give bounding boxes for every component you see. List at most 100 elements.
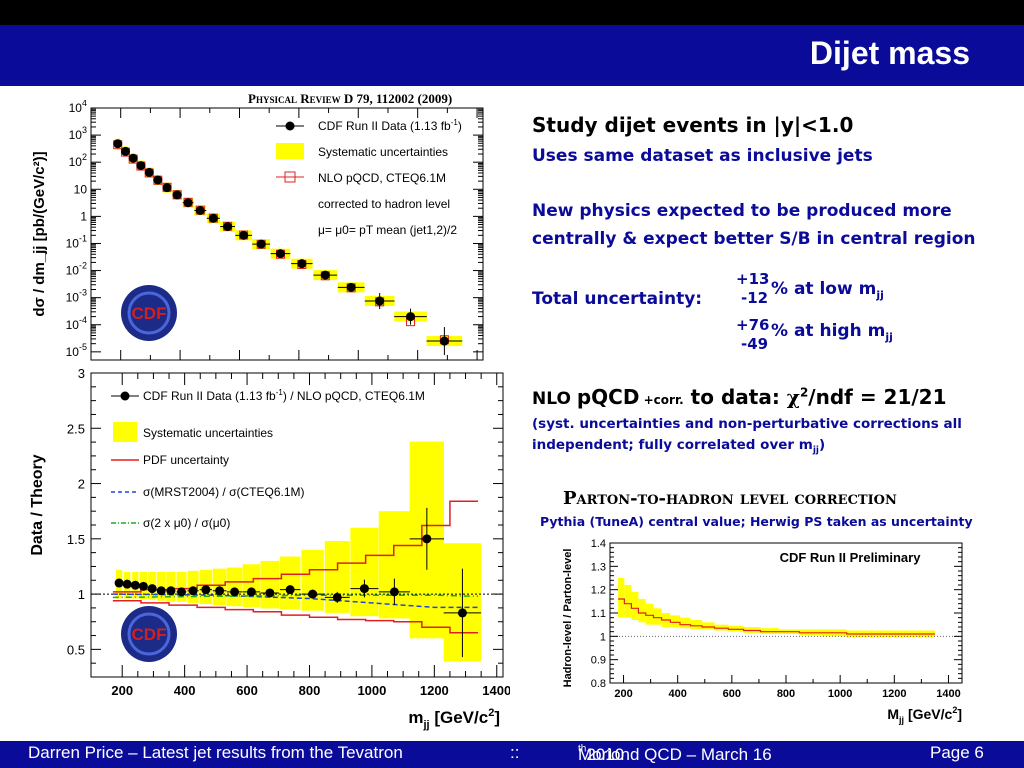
correction-band [618, 578, 625, 618]
y-tick-label: 2 [78, 477, 85, 492]
syst-band [260, 560, 280, 609]
data-point [138, 581, 148, 591]
data-point [162, 183, 172, 193]
syst-note-line2: independent; fully correlated over mjj) [532, 437, 826, 456]
legend-marker-data [285, 121, 295, 131]
cdf-logo: CDF [121, 606, 177, 662]
x-tick-label: 1200 [882, 688, 906, 700]
logo-ring [127, 291, 171, 335]
low-mass-uncertainty: % at low mjj [771, 279, 884, 302]
data-point [375, 296, 385, 306]
y-tick-label: 1.4 [591, 538, 606, 550]
y-tick-label: 10-5 [66, 342, 87, 359]
new-physics-line1: New physics expected to be produced more [532, 201, 952, 221]
x-tick-label: 600 [723, 688, 741, 700]
legend-scale-label: σ(2 x μ0) / σ(μ0) [143, 516, 230, 530]
syst-band [279, 556, 301, 610]
total-uncertainty-label: Total uncertainty: [532, 289, 703, 309]
y-tick-label: 10-1 [66, 233, 87, 250]
pdf-uncertainty-lower [112, 599, 479, 634]
data-point [246, 587, 256, 597]
correction-subtitle: Pythia (TuneA) central value; Herwig PS … [540, 514, 973, 529]
legend-data-label: CDF Run II Data (1.13 fb-1) / NLO pQCD, … [143, 388, 425, 403]
syst-note-line1: (syst. uncertainties and non-perturbativ… [532, 416, 962, 432]
correction-band [638, 599, 646, 623]
title-bar: Dijet mass [0, 25, 1024, 86]
correction-title: Parton-to-hadron level correction [563, 488, 897, 509]
journal-reference: Physical Review D 79, 112002 (2009) [248, 91, 453, 106]
syst-band [176, 571, 187, 602]
correction-band [631, 592, 639, 620]
data-point [215, 586, 225, 596]
x-axis-label: Mjj [GeV/c2] [887, 705, 962, 725]
data-point [156, 586, 166, 596]
data-point [359, 584, 369, 594]
y-axis-label: Data / Theory [29, 454, 46, 555]
x-tick-label: 200 [614, 688, 632, 700]
x-tick-label: 800 [777, 688, 795, 700]
legend-nlo-label: NLO pQCD, CTEQ6.1M [318, 171, 446, 185]
data-point [406, 312, 416, 322]
data-point [188, 586, 198, 596]
legend-syst-label: Systematic uncertainties [318, 145, 448, 159]
data-point [120, 146, 130, 156]
y-tick-label: 1 [600, 631, 606, 643]
x-tick-label: 400 [174, 683, 196, 698]
syst-band [226, 567, 243, 607]
cdf-logo: CDF [121, 285, 177, 341]
data-point [177, 587, 187, 597]
data-point [256, 239, 266, 249]
y-tick-label: 10-2 [66, 261, 87, 278]
data-point [208, 213, 218, 223]
cross-section-plot: 10-5 10-4 10-3 10-2 10-1 1 10 102 103 104 dσ / dm_… [31, 100, 484, 361]
high-minus: -49 [741, 335, 769, 353]
data-point [172, 190, 182, 200]
data-point [195, 205, 205, 215]
legend-mrst-label: σ(MRST2004) / σ(CTEQ6.1M) [143, 485, 305, 499]
data-point [201, 585, 211, 595]
chart-title: CDF Run II Preliminary [780, 550, 922, 565]
data-point [122, 579, 132, 589]
y-tick-label: 3 [78, 366, 85, 381]
logo-ring [127, 612, 171, 656]
x-axis-label: mjj [GeV/c2] [408, 707, 500, 731]
data-point [223, 222, 233, 232]
y-tick-label: 10 [74, 182, 88, 196]
data-point [332, 592, 342, 602]
low-minus: -12 [741, 289, 769, 307]
x-tick-label: 600 [236, 683, 258, 698]
x-tick-label: 1400 [936, 688, 960, 700]
y-tick-label: 1.1 [591, 608, 606, 620]
correction-band [653, 608, 662, 625]
y-tick-label: 1.5 [67, 532, 85, 547]
y-tick-label: 102 [69, 152, 87, 169]
y-tick-label: 104 [69, 100, 87, 115]
data-point [230, 587, 240, 597]
x-tick-label: 1000 [357, 683, 386, 698]
legend-syst-label: Systematic uncertainties [143, 426, 273, 440]
y-tick-label: 0.5 [67, 642, 85, 657]
top-strip [0, 0, 1024, 25]
data-point [239, 230, 249, 240]
legend-pdf-label: PDF uncertainty [143, 453, 229, 467]
data-point [275, 249, 285, 259]
y-tick-label: 2.5 [67, 421, 85, 436]
data-point [128, 153, 138, 163]
y-axis-label: dσ / dm_jj [pb/(GeV/c²)] [31, 151, 48, 316]
legend-data-label: CDF Run II Data (1.13 fb-1) [318, 118, 462, 133]
correction-central-line [618, 598, 935, 635]
logo-text: CDF [132, 625, 167, 644]
data-point [422, 534, 432, 544]
footer: Darren Price – Latest jet results from t… [0, 741, 1024, 768]
data-point [346, 282, 356, 292]
data-theory-ratio-plot: 0.5 1 1.5 2 2.5 3 200 400 600 800 1000 1200 1400 Data… [29, 366, 510, 731]
correction-band [624, 585, 632, 618]
data-point [320, 270, 330, 280]
data-point [183, 198, 193, 208]
correction-band [645, 603, 654, 625]
y-tick-label: 10-3 [66, 288, 87, 305]
y-tick-label: 103 [69, 125, 87, 142]
low-plus: +13 [736, 270, 770, 288]
logo-text: CDF [132, 304, 167, 323]
footer-separator: :: [510, 743, 520, 762]
